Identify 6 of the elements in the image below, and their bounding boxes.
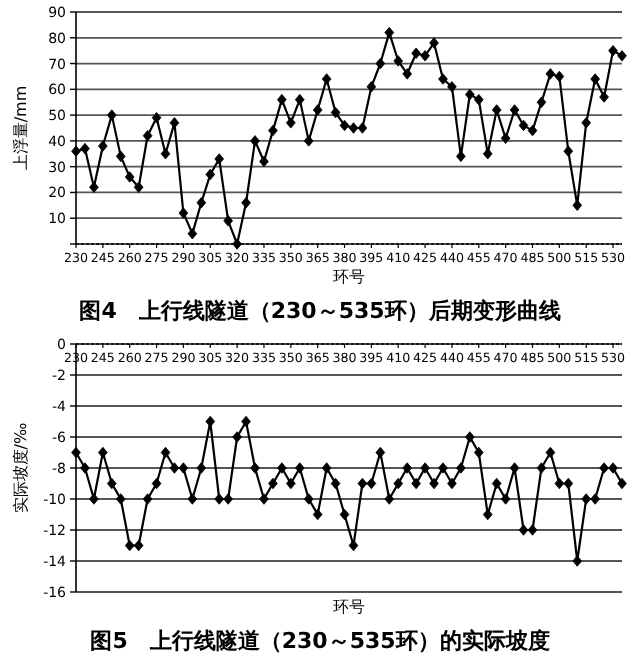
x-axis-title: 环号	[333, 268, 365, 286]
x-axis-title: 环号	[333, 598, 365, 616]
y-axis-title: 上浮量/mm	[12, 85, 30, 171]
y-axis-title: 实际坡度/‰	[12, 422, 30, 514]
text: 图4 上行线隧道（230～535环）后期变形曲线	[79, 298, 561, 324]
text: 图5 上行线隧道（230～535环）的实际坡度	[90, 628, 550, 654]
